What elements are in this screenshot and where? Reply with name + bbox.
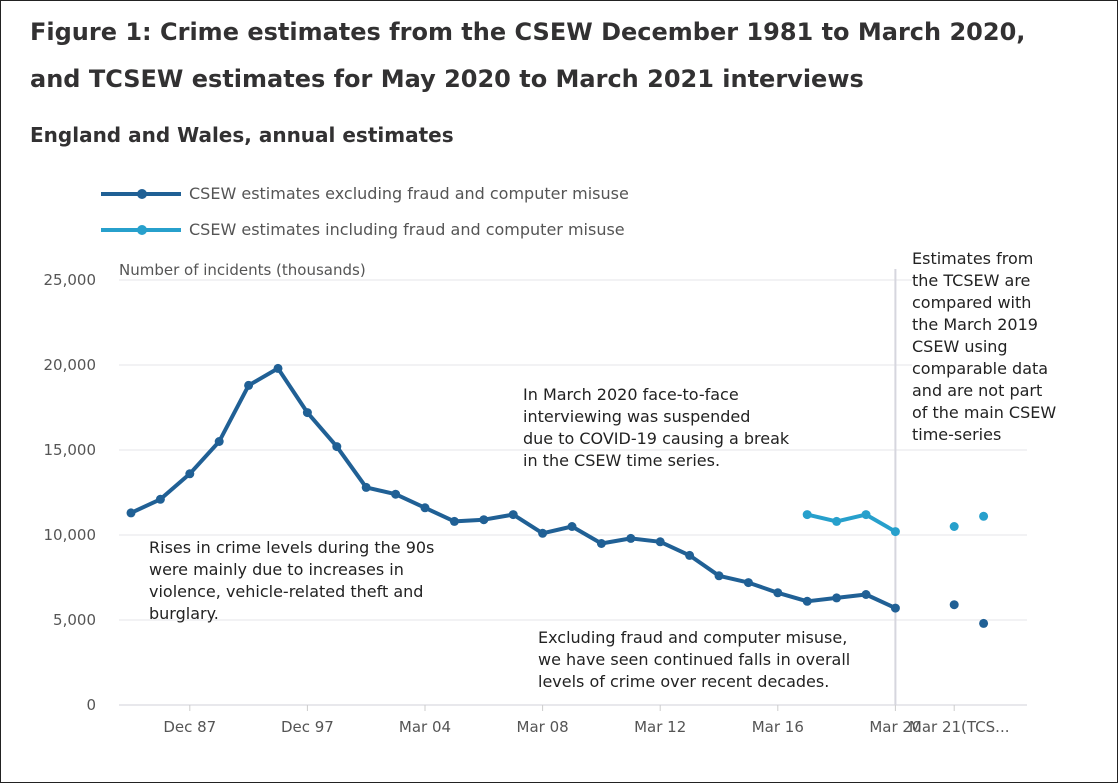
data-point	[861, 510, 871, 520]
series-line	[806, 512, 897, 534]
y-tick-label: 20,000	[44, 356, 97, 374]
data-point	[420, 503, 430, 513]
chart-subtitle: England and Wales, annual estimates	[30, 123, 454, 147]
x-tick-label: Dec 87	[163, 718, 216, 736]
data-point	[655, 537, 665, 547]
x-tick-label: Mar 20	[869, 718, 921, 736]
legend-label: CSEW estimates including fraud and compu…	[189, 220, 625, 239]
data-point	[596, 539, 606, 548]
y-tick-label: 0	[86, 696, 96, 714]
data-point	[332, 442, 342, 452]
data-point	[155, 494, 165, 504]
data-point	[890, 603, 900, 613]
data-point	[979, 511, 989, 521]
data-point	[714, 571, 724, 581]
data-point	[508, 510, 518, 520]
legend-item-excluding: CSEW estimates excluding fraud and compu…	[101, 184, 629, 203]
annotation-covid: In March 2020 face-to-face interviewing …	[523, 385, 790, 470]
data-point	[890, 527, 900, 537]
data-point	[479, 515, 489, 525]
data-point	[391, 489, 401, 499]
data-point	[244, 380, 254, 390]
data-point	[185, 469, 195, 479]
y-tick-label: 25,000	[44, 271, 97, 289]
y-tick-label: 10,000	[44, 526, 97, 544]
data-point	[832, 516, 842, 526]
data-point	[302, 408, 312, 418]
data-point	[979, 618, 989, 628]
legend-swatch-light	[101, 224, 181, 235]
data-point	[685, 550, 695, 560]
data-point	[949, 522, 959, 531]
x-tick-label: Dec 97	[281, 718, 334, 736]
data-point	[626, 533, 636, 543]
annotation-tcsew: Estimates from the TCSEW are compared wi…	[912, 248, 1057, 446]
x-tick-label: Mar 04	[399, 718, 451, 736]
x-tick-label: Mar 16	[752, 718, 804, 736]
legend-swatch-dark	[101, 188, 181, 199]
y-axis-label: Number of incidents (thousands)	[119, 261, 366, 279]
data-point	[567, 522, 577, 531]
annotation-90s: Rises in crime levels during the 90s wer…	[149, 538, 435, 623]
x-tick-label: Mar 08	[517, 718, 569, 736]
data-point	[832, 593, 842, 603]
legend-item-including: CSEW estimates including fraud and compu…	[101, 220, 625, 239]
data-point	[126, 508, 136, 518]
legend-label: CSEW estimates excluding fraud and compu…	[189, 184, 629, 203]
data-point	[361, 482, 371, 492]
data-point	[273, 363, 283, 373]
x-tick-label: Mar 12	[634, 718, 686, 736]
data-point	[449, 516, 459, 526]
data-point	[743, 578, 753, 588]
chart-title: Figure 1: Crime estimates from the CSEW …	[30, 18, 1026, 93]
data-point	[773, 588, 783, 598]
data-point	[861, 590, 871, 599]
y-tick-label: 5,000	[53, 611, 96, 629]
data-point	[802, 510, 812, 520]
x-tick-label: Mar 21(TCS...	[909, 718, 1010, 736]
data-point	[802, 596, 812, 606]
annotation-falls: Excluding fraud and computer misuse, we …	[538, 628, 851, 691]
y-tick-label: 15,000	[44, 441, 97, 459]
data-point	[214, 437, 224, 446]
data-point	[538, 528, 548, 538]
data-point	[949, 600, 959, 610]
